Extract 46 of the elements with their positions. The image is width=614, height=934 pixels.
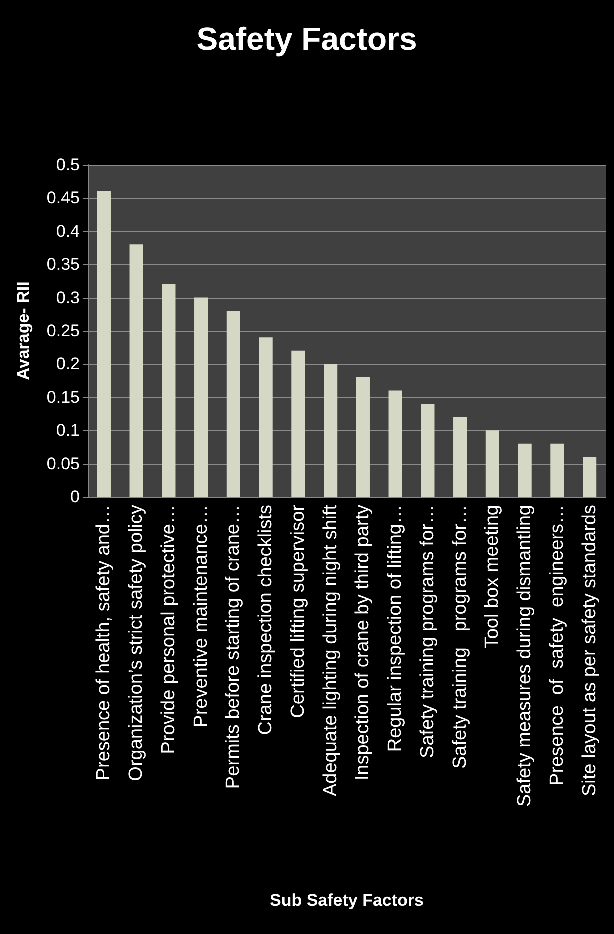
x-tick-label: Safety training programs for… bbox=[417, 505, 438, 758]
bar bbox=[356, 377, 370, 497]
bar bbox=[226, 311, 240, 497]
y-tick-label: 0.15 bbox=[46, 388, 80, 407]
bar bbox=[486, 430, 500, 497]
bar bbox=[162, 284, 176, 497]
chart-title: Safety Factors bbox=[196, 21, 418, 57]
y-axis-title: Avarage- RII bbox=[14, 282, 33, 380]
bar bbox=[259, 338, 273, 497]
bar bbox=[388, 390, 402, 497]
x-tick-label: Organization’s strict safety policy bbox=[126, 504, 148, 782]
bar bbox=[421, 404, 435, 497]
x-tick-label: Presence of safety engineers… bbox=[546, 505, 568, 786]
y-tick-label: 0.05 bbox=[46, 454, 80, 474]
x-tick-label: Permits before starting of crane… bbox=[223, 505, 244, 790]
x-tick-label: Regular inspection of lifting… bbox=[385, 505, 406, 752]
y-tick-label: 0.1 bbox=[56, 421, 80, 440]
y-tick-label: 0.3 bbox=[56, 288, 80, 308]
y-tick-label: 0.35 bbox=[46, 255, 80, 274]
y-tick-label: 0.25 bbox=[46, 322, 80, 340]
x-tick-label: Presence of health, safety and… bbox=[94, 505, 115, 781]
y-tick-label: 0.4 bbox=[56, 222, 80, 241]
y-tick-label: 0.5 bbox=[56, 156, 80, 174]
x-tick-label: Safety training programs for… bbox=[450, 505, 471, 769]
x-tick-label: Crane inspection checklists bbox=[256, 505, 277, 736]
bar bbox=[324, 364, 338, 497]
x-tick-label: Inspection of crane by third party bbox=[352, 504, 374, 781]
x-tick-label: Certified lifting supervisor bbox=[288, 504, 309, 718]
bar bbox=[292, 350, 306, 497]
bar bbox=[130, 244, 144, 497]
bar bbox=[550, 444, 564, 497]
x-tick-label: Adequate lighting during night shift bbox=[320, 504, 342, 797]
y-tick-label: 0.2 bbox=[56, 354, 80, 374]
bar bbox=[518, 444, 532, 497]
bar bbox=[583, 457, 597, 497]
x-tick-label: Preventive maintenance… bbox=[190, 505, 212, 728]
y-tick-label: 0 bbox=[70, 488, 80, 506]
bar bbox=[97, 192, 111, 497]
bar bbox=[194, 298, 208, 497]
bar bbox=[454, 417, 468, 497]
y-tick-label: 0.45 bbox=[46, 188, 80, 208]
x-tick-label: Provide personal protective… bbox=[158, 505, 180, 754]
x-axis-title: Sub Safety Factors bbox=[270, 891, 424, 910]
x-tick-label: Site layout as per safety standards bbox=[579, 505, 600, 796]
x-tick-label: Safety measures during dismantling bbox=[514, 505, 536, 808]
x-tick-label: Tool box meeting bbox=[482, 505, 504, 649]
